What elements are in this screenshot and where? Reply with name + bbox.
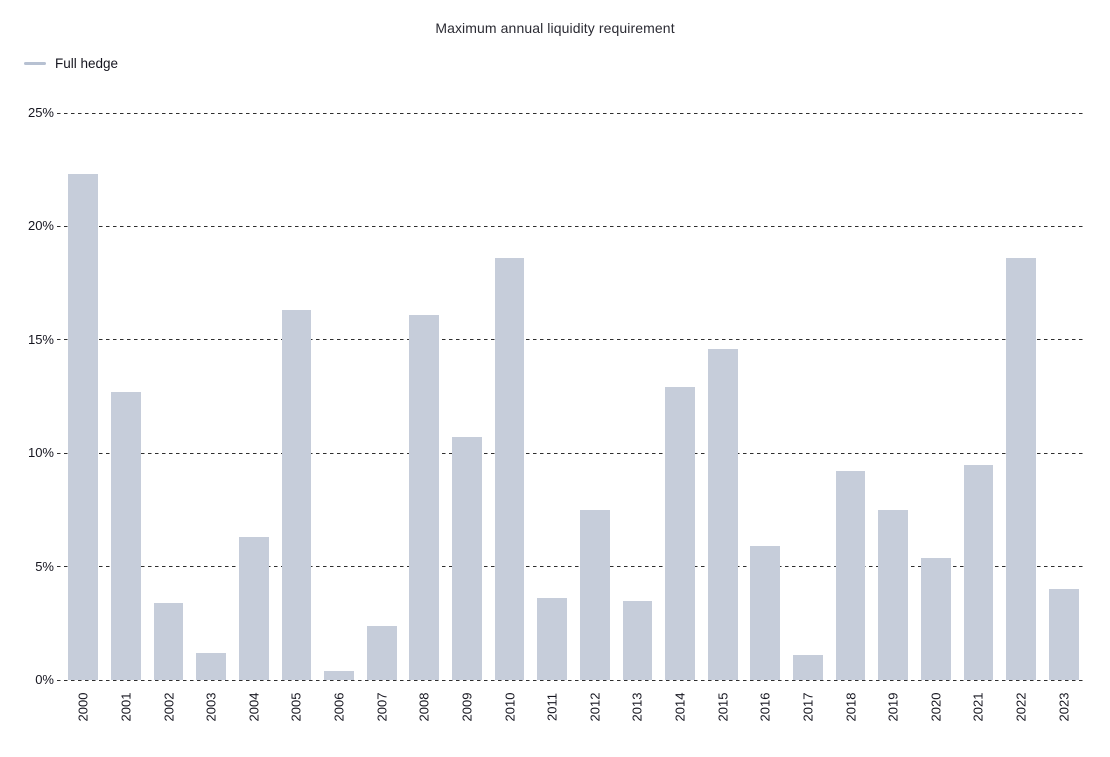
bar-2008[interactable]: [409, 314, 440, 680]
bar-2010[interactable]: [494, 258, 525, 680]
gridline-10pct: [57, 452, 1085, 454]
gridline-20pct: [57, 225, 1085, 227]
x-axis-label-2003: 2003: [203, 692, 219, 722]
legend-marker-line: [24, 62, 46, 65]
x-axis-label-2018: 2018: [843, 692, 859, 722]
x-axis-label-2021: 2021: [970, 692, 986, 722]
bar-2022[interactable]: [1006, 258, 1036, 680]
y-axis-label-0pct: 0%: [35, 672, 54, 687]
x-axis-label-2012: 2012: [587, 692, 603, 722]
x-axis-label-2019: 2019: [885, 692, 901, 722]
bar-2023[interactable]: [1048, 589, 1079, 680]
x-axis-label-2011: 2011: [544, 693, 560, 721]
x-axis-label-2008: 2008: [416, 692, 432, 722]
x-axis: 2000 2001 2002 2003 2004 2005 2006 2007 2008 2009…: [62, 680, 1085, 742]
chart-title: Maximum annual liquidity requirement: [435, 20, 675, 36]
y-axis-label-10pct: 10%: [27, 445, 54, 461]
x-axis-label-2002: 2002: [161, 692, 177, 722]
bar-2004[interactable]: [238, 537, 269, 680]
y-axis: 0% 5% 10% 15% 20% 25%: [0, 105, 54, 687]
x-axis-label-2010: 2010: [502, 692, 518, 722]
gridline-0pct: [57, 679, 1085, 681]
bar-2013[interactable]: [622, 600, 653, 680]
bar-2014[interactable]: [665, 387, 695, 680]
bar-2012[interactable]: [579, 509, 610, 680]
bar-2015[interactable]: [707, 348, 738, 680]
y-axis-label-5pct: 5%: [35, 558, 54, 574]
y-axis-label-25pct: 25%: [27, 105, 54, 120]
legend-item-full-hedge[interactable]: Full hedge: [24, 56, 118, 71]
bar-2011[interactable]: [537, 598, 568, 680]
bar-2021[interactable]: [963, 464, 994, 680]
x-axis-label-2001: 2001: [118, 692, 134, 722]
x-axis-label-2009: 2009: [459, 692, 475, 722]
gridline-15pct: [57, 339, 1085, 341]
x-axis-label-2004: 2004: [246, 692, 262, 722]
gridline-5pct: [57, 566, 1085, 568]
gridline-25pct: [57, 112, 1085, 114]
y-axis-label-20pct: 20%: [27, 218, 54, 234]
bar-2016[interactable]: [750, 546, 781, 680]
x-axis-label-2013: 2013: [629, 692, 645, 722]
bar-2002[interactable]: [153, 602, 184, 680]
x-axis-label-2016: 2016: [757, 692, 773, 722]
bar-2009[interactable]: [452, 437, 482, 680]
bar-2006[interactable]: [324, 670, 354, 680]
bar-2018[interactable]: [835, 471, 866, 680]
x-axis-label-2006: 2006: [331, 692, 347, 722]
x-axis-label-2007: 2007: [374, 692, 390, 722]
y-axis-label-15pct: 15%: [27, 331, 54, 347]
x-axis-label-2005: 2005: [288, 692, 304, 722]
x-axis-label-2023: 2023: [1056, 692, 1072, 722]
x-axis-label-2020: 2020: [928, 692, 944, 722]
x-axis-label-2000: 2000: [75, 692, 91, 722]
bars-layer: [62, 113, 1085, 680]
plot-area: 0% 5% 10% 15% 20% 25% 2000 2001 2002 2003 2004 200…: [28, 105, 1085, 721]
bar-2005[interactable]: [281, 310, 312, 680]
bar-2017[interactable]: [793, 655, 823, 680]
bar-2007[interactable]: [366, 625, 397, 680]
x-axis-label-2022: 2022: [1013, 692, 1029, 722]
legend-label: Full hedge: [55, 56, 119, 71]
x-axis-label-2017: 2017: [800, 692, 816, 722]
bar-2020[interactable]: [920, 557, 951, 680]
bar-2003[interactable]: [196, 652, 227, 680]
x-axis-label-2014: 2014: [672, 692, 688, 722]
x-axis-label-2015: 2015: [715, 692, 731, 722]
bar-2000[interactable]: [68, 174, 99, 680]
bar-2001[interactable]: [111, 391, 141, 680]
bar-2019[interactable]: [878, 509, 909, 680]
